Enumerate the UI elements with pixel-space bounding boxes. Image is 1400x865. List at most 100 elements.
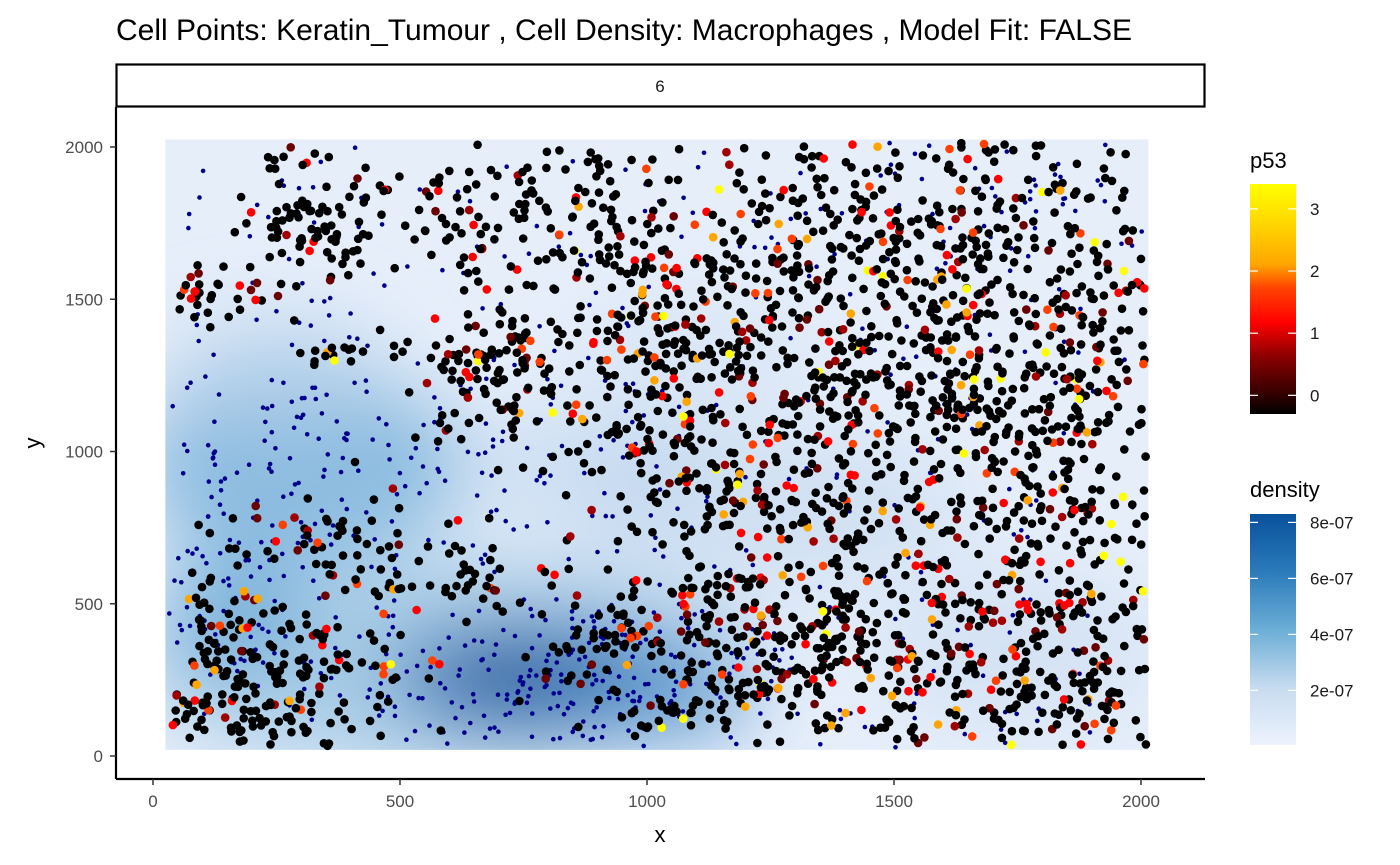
keratin-tumour-point bbox=[610, 370, 619, 380]
keratin-tumour-point bbox=[841, 541, 850, 551]
macrophage-point bbox=[479, 639, 485, 644]
keratin-tumour-point bbox=[435, 418, 445, 428]
keratin-tumour-point bbox=[943, 662, 952, 672]
macrophage-point bbox=[344, 506, 350, 512]
keratin-tumour-point bbox=[1057, 362, 1067, 372]
keratin-tumour-point bbox=[586, 222, 595, 232]
macrophage-point bbox=[324, 392, 329, 398]
keratin-tumour-point bbox=[886, 462, 895, 472]
keratin-tumour-point bbox=[893, 630, 903, 640]
keratin-tumour-point bbox=[1123, 287, 1133, 296]
keratin-tumour-point bbox=[687, 583, 696, 593]
keratin-tumour-point bbox=[773, 244, 782, 254]
legend-density-label: 6e-07 bbox=[1310, 569, 1353, 588]
keratin-tumour-point bbox=[1025, 481, 1034, 491]
keratin-tumour-point bbox=[400, 221, 410, 230]
macrophage-point bbox=[378, 681, 384, 686]
keratin-tumour-point bbox=[732, 178, 742, 188]
keratin-tumour-point bbox=[974, 598, 984, 608]
keratin-tumour-point bbox=[771, 300, 781, 310]
keratin-tumour-point bbox=[953, 401, 962, 411]
keratin-tumour-point bbox=[909, 339, 919, 348]
keratin-tumour-point bbox=[1074, 394, 1084, 404]
keratin-tumour-point bbox=[660, 293, 670, 303]
keratin-tumour-point bbox=[651, 497, 661, 507]
macrophage-point bbox=[611, 619, 617, 624]
keratin-tumour-point bbox=[848, 484, 857, 493]
keratin-tumour-point bbox=[692, 469, 701, 478]
macrophage-point bbox=[1055, 161, 1061, 167]
macrophage-point bbox=[741, 656, 746, 661]
keratin-tumour-point bbox=[1121, 607, 1131, 617]
keratin-tumour-point bbox=[319, 673, 329, 683]
macrophage-point bbox=[504, 697, 510, 702]
keratin-tumour-point bbox=[1086, 193, 1095, 202]
keratin-tumour-point bbox=[1024, 451, 1033, 461]
keratin-tumour-point bbox=[782, 481, 791, 490]
keratin-tumour-point bbox=[495, 564, 505, 573]
macrophage-point bbox=[980, 673, 986, 678]
keratin-tumour-point bbox=[822, 615, 832, 624]
keratin-tumour-point bbox=[682, 610, 692, 619]
keratin-tumour-point bbox=[702, 621, 711, 631]
keratin-tumour-point bbox=[864, 448, 873, 458]
keratin-tumour-point bbox=[389, 341, 399, 351]
keratin-tumour-point bbox=[795, 323, 804, 333]
keratin-tumour-point bbox=[735, 404, 744, 414]
keratin-tumour-point bbox=[867, 322, 876, 331]
keratin-tumour-point bbox=[942, 356, 952, 366]
keratin-tumour-point bbox=[1114, 288, 1123, 298]
keratin-tumour-point bbox=[1073, 587, 1083, 596]
keratin-tumour-point bbox=[310, 346, 320, 356]
keratin-tumour-point bbox=[1098, 662, 1108, 672]
keratin-tumour-point bbox=[1000, 224, 1010, 234]
keratin-tumour-point bbox=[956, 499, 966, 508]
keratin-tumour-point bbox=[203, 692, 212, 701]
keratin-tumour-point bbox=[523, 383, 533, 393]
macrophage-point bbox=[728, 735, 733, 740]
keratin-tumour-point bbox=[554, 337, 563, 347]
keratin-tumour-point bbox=[993, 174, 1003, 184]
macrophage-point bbox=[758, 711, 763, 716]
keratin-tumour-point bbox=[474, 277, 483, 286]
keratin-tumour-point bbox=[664, 250, 674, 259]
keratin-tumour-point bbox=[839, 509, 849, 518]
keratin-tumour-point bbox=[1029, 463, 1038, 472]
keratin-tumour-point bbox=[1140, 664, 1150, 674]
keratin-tumour-point bbox=[713, 590, 722, 600]
keratin-tumour-point bbox=[263, 546, 272, 556]
keratin-tumour-point bbox=[650, 353, 659, 362]
keratin-tumour-point bbox=[514, 177, 524, 187]
keratin-tumour-point bbox=[890, 256, 900, 266]
keratin-tumour-point bbox=[277, 626, 286, 635]
keratin-tumour-point bbox=[1046, 392, 1056, 402]
keratin-tumour-point bbox=[1019, 290, 1028, 300]
keratin-tumour-point bbox=[788, 520, 798, 530]
macrophage-point bbox=[712, 564, 717, 569]
keratin-tumour-point bbox=[1107, 375, 1116, 384]
keratin-tumour-point bbox=[1069, 678, 1079, 688]
keratin-tumour-point bbox=[175, 305, 184, 314]
keratin-tumour-point bbox=[848, 333, 857, 343]
keratin-tumour-point bbox=[369, 636, 379, 645]
keratin-tumour-point bbox=[1013, 617, 1023, 627]
keratin-tumour-point bbox=[189, 706, 198, 716]
keratin-tumour-point bbox=[444, 519, 453, 528]
x-axis-title: x bbox=[655, 822, 666, 847]
keratin-tumour-point bbox=[323, 517, 332, 526]
keratin-tumour-point bbox=[942, 250, 952, 260]
macrophage-point bbox=[272, 598, 278, 604]
keratin-tumour-point bbox=[546, 389, 556, 399]
macrophage-point bbox=[257, 565, 263, 570]
macrophage-point bbox=[352, 380, 357, 386]
macrophage-point bbox=[838, 716, 844, 722]
macrophage-point bbox=[582, 470, 587, 476]
macrophage-point bbox=[718, 695, 723, 700]
macrophage-point bbox=[181, 442, 187, 448]
keratin-tumour-point bbox=[602, 641, 611, 651]
keratin-tumour-point bbox=[734, 684, 744, 694]
keratin-tumour-point bbox=[932, 201, 942, 210]
macrophage-point bbox=[638, 640, 643, 646]
keratin-tumour-point bbox=[1062, 374, 1072, 384]
keratin-tumour-point bbox=[854, 627, 864, 636]
